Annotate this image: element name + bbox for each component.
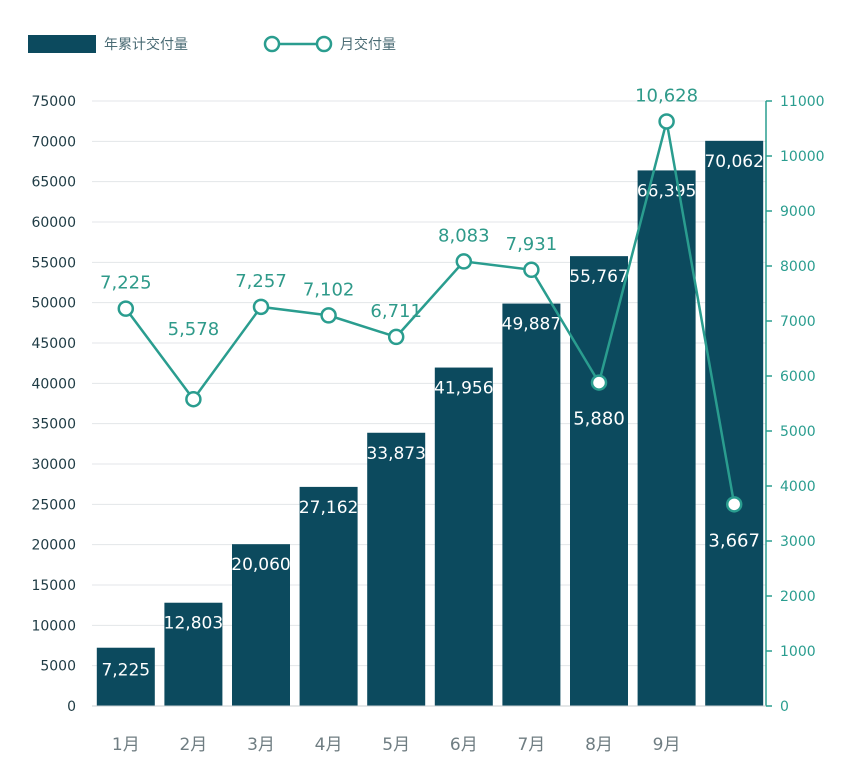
- legend-line-marker-left: [263, 35, 281, 53]
- bar: [502, 303, 561, 706]
- legend: 年累计交付量 月交付量: [28, 35, 396, 53]
- line-value-label: 5,880: [573, 409, 625, 430]
- legend-bar-label: 年累计交付量: [104, 36, 188, 53]
- line-labels: 7,225 5,578 7,257 7,102 6,711 8,083 7,931 5,880…: [100, 85, 760, 551]
- right-tick-label: 9000: [780, 204, 816, 220]
- x-tick-label: 4月: [315, 735, 343, 755]
- left-tick-label: 5000: [40, 659, 76, 675]
- line-value-label: 7,102: [303, 279, 355, 300]
- bar: [164, 602, 223, 706]
- bar-value-label: 12,803: [164, 614, 223, 634]
- legend-line-label: 月交付量: [340, 36, 396, 53]
- bars: [96, 140, 764, 707]
- left-tick-label: 50000: [31, 296, 76, 312]
- left-tick-label: 35000: [31, 417, 76, 433]
- line-value-label: 10,628: [635, 85, 698, 106]
- line-point: [658, 113, 675, 130]
- bar: [232, 544, 290, 706]
- x-tick-label: 7月: [517, 735, 545, 755]
- line-point: [523, 261, 540, 279]
- x-tick-label: 9月: [653, 735, 681, 755]
- line-value-label: 6,711: [370, 301, 422, 322]
- line-point: [387, 328, 405, 346]
- line-point: [252, 298, 270, 316]
- bar: [570, 256, 628, 706]
- line-value-label: 3,667: [708, 530, 760, 551]
- x-tick-label: 5月: [382, 735, 410, 755]
- right-tick-label: 6000: [780, 369, 816, 385]
- bar-value-label: 70,062: [704, 152, 763, 172]
- x-tick-label: 8月: [585, 735, 613, 755]
- right-tick-label: 10000: [780, 149, 825, 165]
- right-tick-label: 5000: [780, 424, 816, 440]
- line-point: [455, 253, 473, 270]
- x-tick-label: 6月: [450, 735, 478, 755]
- bar-value-label: 7,225: [101, 661, 150, 681]
- left-tick-label: 0: [67, 699, 76, 715]
- right-tick-label: 8000: [780, 259, 816, 275]
- bar-value-label: 66,395: [637, 181, 696, 201]
- x-tick-label: 2月: [179, 735, 207, 755]
- x-axis: 1月 2月 3月 4月 5月 6月 7月 8月 9月: [92, 705, 766, 755]
- right-tick-label: 2000: [780, 589, 816, 605]
- left-tick-label: 65000: [31, 175, 76, 191]
- bar-value-label: 41,956: [434, 379, 493, 399]
- right-tick-label: 11000: [780, 94, 825, 110]
- line-value-label: 5,578: [168, 319, 220, 340]
- line-point: [725, 496, 743, 513]
- bar-value-label: 20,060: [231, 555, 290, 575]
- bar: [96, 647, 155, 706]
- line-point: [320, 307, 337, 324]
- bar: [434, 367, 493, 706]
- bar-value-label: 55,767: [569, 267, 628, 287]
- line-value-label: 7,931: [506, 234, 558, 255]
- right-tick-label: 1000: [780, 644, 816, 660]
- left-tick-label: 40000: [31, 376, 76, 392]
- left-tick-label: 70000: [31, 134, 76, 150]
- bar: [367, 432, 426, 706]
- bar: [637, 170, 696, 706]
- bar-labels: 7,225 12,803 20,060 27,162 33,873 41,956 49,88…: [101, 152, 763, 681]
- left-tick-label: 25000: [31, 497, 76, 513]
- line-path: [124, 121, 736, 505]
- right-tick-label: 0: [780, 699, 789, 715]
- line-point: [117, 300, 135, 317]
- line-value-label: 7,225: [100, 273, 152, 294]
- right-axis: 0 1000 2000 3000 4000 5000 6000 7000 8000 9000 100…: [765, 94, 825, 715]
- bar: [705, 140, 764, 707]
- bar-value-label: 49,887: [502, 315, 561, 335]
- line-value-label: 8,083: [438, 225, 490, 246]
- x-tick-label: 3月: [247, 735, 275, 755]
- line-point: [590, 374, 608, 391]
- right-tick-label: 4000: [780, 479, 816, 495]
- left-tick-label: 20000: [31, 538, 76, 554]
- line-series: [117, 113, 743, 513]
- left-axis: 0 5000 10000 15000 20000 25000 30000 35000 40000…: [31, 94, 76, 715]
- line-point: [185, 390, 202, 408]
- left-tick-label: 15000: [31, 578, 76, 594]
- line-value-label: 7,257: [235, 271, 287, 292]
- left-tick-label: 45000: [31, 336, 76, 352]
- left-tick-label: 10000: [31, 618, 76, 634]
- left-tick-label: 30000: [31, 457, 76, 473]
- legend-line-marker-right: [315, 35, 333, 53]
- left-tick-label: 55000: [31, 255, 76, 271]
- right-tick-label: 7000: [780, 314, 816, 330]
- bar: [299, 486, 358, 706]
- legend-bar-swatch: [28, 35, 96, 53]
- x-tick-label: 1月: [112, 735, 140, 755]
- bar-value-label: 27,162: [299, 498, 358, 518]
- left-tick-label: 60000: [31, 215, 76, 231]
- left-tick-label: 75000: [31, 94, 76, 110]
- bar-value-label: 33,873: [366, 444, 425, 464]
- right-tick-label: 3000: [780, 534, 816, 550]
